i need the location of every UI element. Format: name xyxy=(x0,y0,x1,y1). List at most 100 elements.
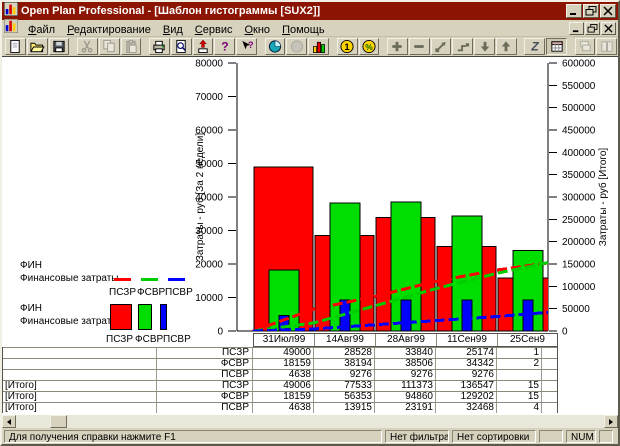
table-cell-value[interactable]: 1 xyxy=(497,348,542,358)
table-cell-metric[interactable]: ПСВР xyxy=(157,370,253,380)
cut-button[interactable] xyxy=(77,38,98,55)
table-cell-metric[interactable]: ФСВР xyxy=(157,392,253,402)
svg-text:350000: 350000 xyxy=(562,170,596,181)
bar-ПСВР-0 xyxy=(278,314,290,331)
table-cell-value[interactable]: 15 xyxy=(497,381,542,391)
table-cell-value[interactable]: 13915 xyxy=(314,403,375,413)
title-bar: Open Plan Professional - [Шаблон гистогр… xyxy=(2,1,618,20)
link-activities-button[interactable] xyxy=(430,38,452,55)
table-cell-group[interactable] xyxy=(3,348,157,358)
table-cell-value[interactable]: 9276 xyxy=(314,370,375,380)
paste-button[interactable] xyxy=(120,38,142,55)
table-cell-value[interactable]: 38506 xyxy=(375,359,436,369)
doc-minimize-button[interactable] xyxy=(569,22,584,35)
window-cascade-button[interactable] xyxy=(574,38,596,55)
window-cascade-icon xyxy=(580,40,591,52)
print-preview-button[interactable] xyxy=(170,38,192,55)
date-header-cell: 11Сен99 xyxy=(437,334,498,346)
status-num-lock: NUM xyxy=(566,429,596,443)
table-cell-metric[interactable]: ПСЗР xyxy=(157,348,253,358)
scrollbar-thumb[interactable] xyxy=(50,415,67,428)
table-cell-value[interactable]: 129202 xyxy=(436,392,497,402)
table-cell-value[interactable]: 56353 xyxy=(314,392,375,402)
table-cell-value[interactable]: 23191 xyxy=(375,403,436,413)
help-icon: ? xyxy=(221,40,228,54)
scrollbar-track[interactable] xyxy=(16,415,604,428)
save-button[interactable] xyxy=(48,38,70,55)
add-button[interactable] xyxy=(386,38,408,55)
table-cell-group[interactable]: [Итого] xyxy=(3,403,157,413)
spreadsheet-view-button[interactable] xyxy=(546,38,567,55)
table-cell-group[interactable] xyxy=(3,370,157,380)
document-icon[interactable] xyxy=(3,18,19,38)
table-cell-value[interactable]: 4638 xyxy=(253,403,314,413)
bar-ПСВР-2 xyxy=(400,299,412,331)
table-row: [Итого] ФСВР 18159 56353 94860 129202 15 xyxy=(3,391,557,402)
table-cell-group[interactable]: [Итого] xyxy=(3,392,157,402)
help-button[interactable]: ? xyxy=(214,38,236,55)
table-cell-value[interactable]: 34342 xyxy=(436,359,497,369)
table-cell-value[interactable]: 9276 xyxy=(436,370,497,380)
table-cell-group[interactable]: [Итого] xyxy=(3,381,157,391)
status-filter: Нет фильтра xyxy=(385,429,449,443)
table-cell-value[interactable] xyxy=(497,370,542,380)
copy-button[interactable] xyxy=(98,38,120,55)
table-cell-value[interactable]: 18159 xyxy=(253,359,314,369)
table-cell-value[interactable]: 94860 xyxy=(375,392,436,402)
new-document-icon xyxy=(10,39,21,54)
move-up-button[interactable] xyxy=(495,38,517,55)
table-row: [Итого] ПСВР 4638 13915 23191 32468 4 xyxy=(3,402,557,413)
table-cell-value[interactable]: 15 xyxy=(497,392,542,402)
menu-item-view[interactable]: Вид xyxy=(162,23,183,36)
table-cell-value[interactable]: 2 xyxy=(497,359,542,369)
menu-item-help[interactable]: Помощь xyxy=(282,23,325,36)
table-cell-value[interactable]: 136547 xyxy=(436,381,497,391)
unlink-activities-button[interactable] xyxy=(452,38,474,55)
scroll-right-button[interactable] xyxy=(604,415,618,428)
table-cell-value[interactable]: 32468 xyxy=(436,403,497,413)
table-cell-value[interactable]: 49000 xyxy=(253,348,314,358)
open-file-button[interactable] xyxy=(26,38,48,55)
doc-close-button[interactable] xyxy=(601,22,616,35)
cost-units-button[interactable]: 1 xyxy=(336,38,358,55)
menu-item-tools[interactable]: Сервис xyxy=(194,23,233,36)
remove-button[interactable] xyxy=(408,38,430,55)
doc-restore-button[interactable] xyxy=(585,22,600,35)
menu-item-file[interactable]: Файл xyxy=(28,23,56,36)
table-cell-value[interactable]: 9276 xyxy=(375,370,436,380)
table-cell-value[interactable]: 33840 xyxy=(375,348,436,358)
close-button[interactable] xyxy=(600,4,616,18)
percent-complete-button[interactable]: % xyxy=(358,38,380,55)
window-tile-button[interactable] xyxy=(596,38,618,55)
new-document-button[interactable] xyxy=(5,38,26,55)
histogram-view-button[interactable] xyxy=(308,38,330,55)
table-cell-value[interactable]: 111373 xyxy=(375,381,436,391)
context-help-button[interactable]: ? xyxy=(236,38,258,55)
table-cell-group[interactable] xyxy=(3,359,157,369)
scroll-left-button[interactable] xyxy=(2,415,16,428)
print-button[interactable] xyxy=(149,38,170,55)
move-down-button[interactable] xyxy=(474,38,495,55)
import-button[interactable] xyxy=(192,38,214,55)
time-analysis-button[interactable] xyxy=(264,38,286,55)
menu-item-edit[interactable]: Редактирование xyxy=(67,23,151,36)
table-cell-value[interactable]: 38194 xyxy=(314,359,375,369)
table-cell-metric[interactable]: ФСВР xyxy=(157,359,253,369)
table-cell-value[interactable]: 4 xyxy=(497,403,542,413)
table-cell-metric[interactable]: ПСВР xyxy=(157,403,253,413)
resource-analysis-button[interactable] xyxy=(286,38,308,55)
horizontal-scrollbar[interactable] xyxy=(2,415,618,428)
table-cell-value[interactable]: 28528 xyxy=(314,348,375,358)
table-cell-value[interactable]: 77533 xyxy=(314,381,375,391)
table-cell-value[interactable]: 49006 xyxy=(253,381,314,391)
table-cell-metric[interactable]: ПСЗР xyxy=(157,381,253,391)
table-cell-value[interactable]: 18159 xyxy=(253,392,314,402)
table-cell-value[interactable]: 4638 xyxy=(253,370,314,380)
minimize-button[interactable] xyxy=(566,4,582,18)
svg-text:550000: 550000 xyxy=(562,81,596,92)
cumulative-line-ФСВР [Итого] xyxy=(252,261,548,331)
menu-item-window[interactable]: Окно xyxy=(244,23,271,36)
sort-button[interactable]: Z xyxy=(524,38,546,55)
restore-button[interactable] xyxy=(583,4,599,18)
table-cell-value[interactable]: 25174 xyxy=(436,348,497,358)
